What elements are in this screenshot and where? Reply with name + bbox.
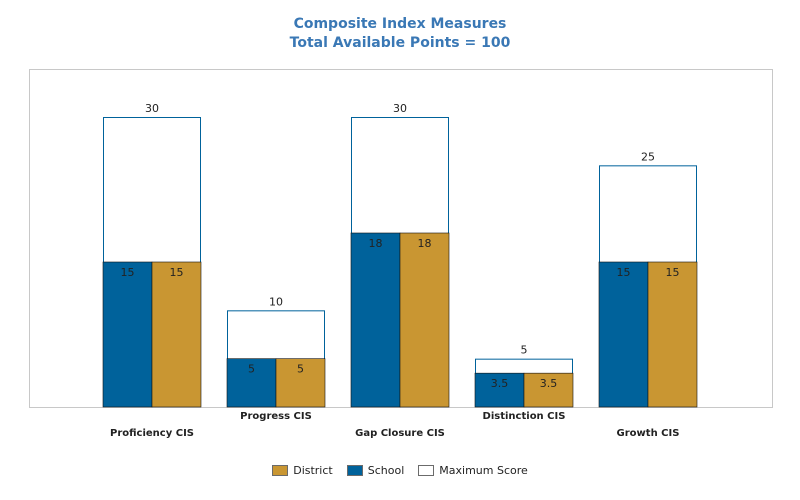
- data-label-district-proficiency-cis: 15: [170, 266, 184, 279]
- data-label-district-growth-cis: 15: [666, 266, 680, 279]
- legend-label-maximum-score: Maximum Score: [439, 464, 528, 477]
- legend-item-district: District: [272, 464, 333, 477]
- chart-subtitle: Total Available Points = 100: [289, 35, 511, 51]
- plot-area: [29, 69, 773, 408]
- data-label-district-progress-cis: 5: [297, 363, 304, 376]
- data-label-school-proficiency-cis: 15: [121, 266, 135, 279]
- bar-district-growth-cis: [647, 261, 698, 408]
- data-label-district-gap-closure-cis: 18: [418, 237, 432, 250]
- x-tick-label-gap-closure-cis: Gap Closure CIS: [355, 428, 445, 439]
- legend-item-school: School: [346, 464, 405, 477]
- bar-school-gap-closure-cis: [350, 232, 401, 408]
- bar-school-proficiency-cis: [102, 261, 153, 408]
- bar-school-distinction-cis: [474, 372, 525, 408]
- data-label-maximum-growth-cis: 25: [641, 150, 655, 163]
- data-label-district-distinction-cis: 3.5: [540, 377, 558, 390]
- x-tick-label-growth-cis: Growth CIS: [617, 428, 680, 439]
- legend-swatch-district: [272, 465, 289, 476]
- data-label-maximum-proficiency-cis: 30: [145, 102, 159, 115]
- data-label-maximum-gap-closure-cis: 30: [393, 102, 407, 115]
- chart-title: Composite Index Measures: [293, 16, 507, 32]
- bar-district-distinction-cis: [523, 372, 574, 408]
- data-label-school-progress-cis: 5: [248, 363, 255, 376]
- legend-label-district: District: [293, 464, 333, 477]
- bar-school-growth-cis: [598, 261, 649, 408]
- data-label-maximum-distinction-cis: 5: [521, 344, 528, 357]
- legend-item-maximum-score: Maximum Score: [418, 464, 528, 477]
- data-label-school-distinction-cis: 3.5: [491, 377, 509, 390]
- legend-label-school: School: [367, 464, 405, 477]
- x-tick-label-distinction-cis: Distinction CIS: [483, 411, 566, 422]
- x-tick-label-progress-cis: Progress CIS: [240, 411, 312, 422]
- data-label-school-gap-closure-cis: 18: [369, 237, 383, 250]
- x-tick-label-proficiency-cis: Proficiency CIS: [110, 428, 194, 439]
- data-label-school-growth-cis: 15: [617, 266, 631, 279]
- bar-district-progress-cis: [275, 358, 326, 408]
- legend: District School Maximum Score: [0, 464, 800, 477]
- bar-district-proficiency-cis: [151, 261, 202, 408]
- bar-school-progress-cis: [226, 358, 277, 408]
- legend-swatch-maximum-score: [418, 465, 435, 476]
- bar-district-gap-closure-cis: [399, 232, 450, 408]
- data-label-maximum-progress-cis: 10: [269, 295, 283, 308]
- legend-swatch-school: [346, 465, 363, 476]
